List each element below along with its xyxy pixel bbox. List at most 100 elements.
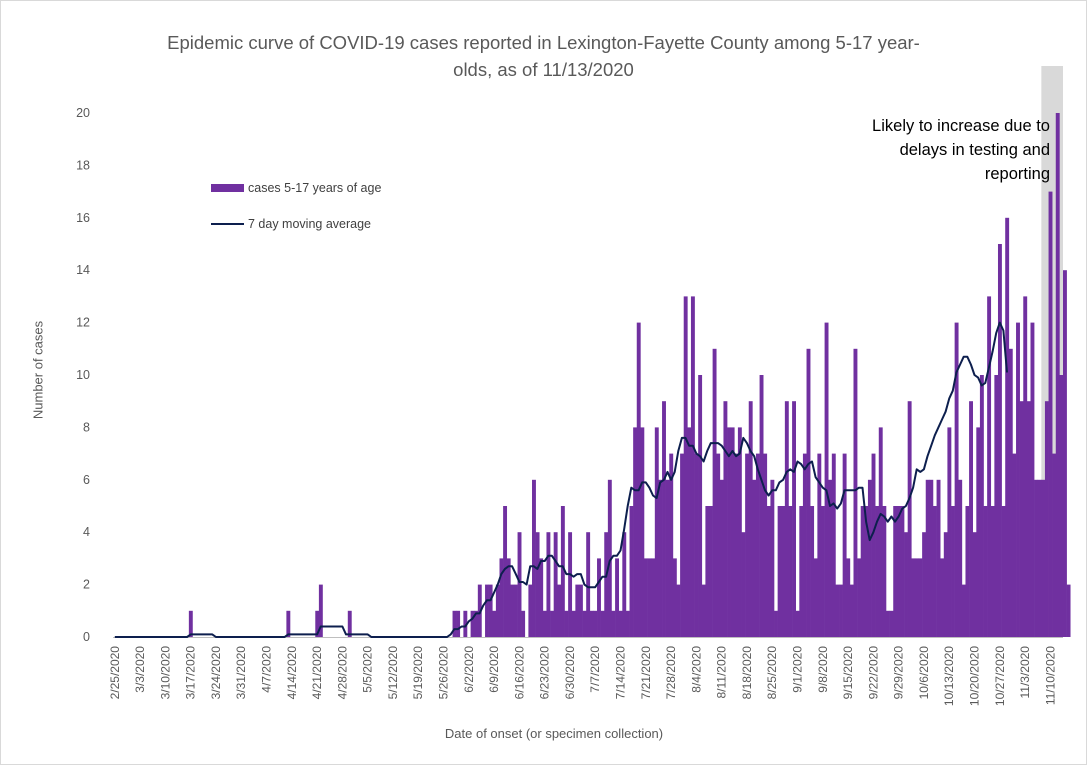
bar [582, 610, 587, 637]
bar [485, 584, 489, 637]
x-tick-label: 7/28/2020 [664, 646, 678, 700]
bar [1041, 479, 1046, 637]
x-tick-label: 10/20/2020 [968, 646, 982, 706]
bar [643, 558, 648, 637]
bar [745, 453, 750, 637]
x-tick-label: 6/16/2020 [512, 646, 526, 700]
bar [763, 453, 768, 637]
bar [792, 401, 796, 637]
bar [802, 453, 807, 637]
x-tick-label: 10/13/2020 [942, 646, 956, 706]
bar [853, 348, 858, 637]
bar [560, 506, 565, 637]
x-tick-label: 2/25/2020 [108, 646, 122, 700]
bar [1044, 401, 1049, 637]
bar [318, 584, 323, 637]
bar [1059, 375, 1064, 637]
bar [976, 427, 981, 637]
bar [456, 610, 461, 637]
bar [1055, 113, 1060, 637]
bar [604, 532, 609, 637]
bar [705, 506, 710, 637]
bar [951, 506, 955, 637]
bar [550, 610, 554, 637]
bar [940, 558, 945, 637]
bar [766, 506, 771, 637]
bar [813, 558, 818, 637]
x-tick-label: 9/8/2020 [816, 646, 830, 693]
bar [651, 558, 656, 637]
bar [907, 401, 912, 637]
bar [680, 453, 685, 637]
bar [503, 506, 508, 637]
bar [886, 610, 890, 637]
bar [575, 584, 580, 637]
bar [1023, 296, 1028, 637]
bar [755, 453, 760, 637]
bar [347, 610, 352, 637]
bar [777, 506, 782, 637]
y-tick-label: 18 [76, 158, 90, 172]
bar [499, 558, 504, 637]
bar [492, 610, 497, 637]
x-tick-label: 11/3/2020 [1018, 646, 1032, 699]
bar [828, 479, 833, 637]
x-tick-label: 5/19/2020 [411, 646, 425, 700]
bar [918, 558, 923, 637]
bar [994, 375, 999, 637]
bar [922, 532, 927, 637]
x-tick-label: 6/2/2020 [462, 646, 476, 693]
x-axis-label: Date of onset (or specimen collection) [444, 726, 664, 741]
bar [1034, 479, 1039, 637]
bar [878, 427, 883, 637]
bar [972, 532, 977, 637]
y-tick-label: 14 [76, 263, 90, 277]
chart-title-line-2: olds, as of 11/13/2020 [453, 59, 634, 80]
y-tick-label: 4 [83, 525, 90, 539]
bar [774, 610, 778, 637]
bar [810, 506, 815, 637]
bar [676, 584, 681, 637]
bar [893, 506, 898, 637]
bar [1030, 322, 1035, 637]
bar [636, 322, 641, 637]
bar [925, 479, 930, 637]
bar [1001, 506, 1006, 637]
bar [770, 479, 775, 637]
bar [947, 427, 952, 637]
bar [553, 532, 558, 637]
bar [1063, 270, 1067, 637]
bar [983, 506, 988, 637]
bar [1048, 191, 1053, 637]
bar [658, 479, 663, 637]
x-tick-label: 8/18/2020 [740, 646, 754, 700]
bar [864, 506, 869, 637]
x-tick-label: 6/23/2020 [538, 646, 552, 700]
bar [820, 506, 825, 637]
bar [716, 453, 721, 637]
delay-annotation: Likely to increase due to delays in test… [790, 114, 1050, 186]
x-tick-label: 8/11/2020 [715, 646, 729, 699]
x-tick-label: 10/27/2020 [993, 646, 1007, 706]
bar [600, 610, 605, 637]
bar [831, 453, 836, 637]
bar [286, 610, 291, 637]
bar [698, 375, 703, 637]
bar [712, 348, 717, 637]
bar [979, 375, 984, 637]
bar [557, 584, 562, 637]
moving-average-line [114, 321, 1008, 638]
bar [719, 479, 724, 637]
bar [701, 584, 706, 637]
y-tick-label: 8 [83, 420, 90, 434]
x-tick-label: 4/7/2020 [260, 646, 274, 693]
bar [781, 506, 786, 637]
bar [452, 610, 457, 637]
bar [463, 610, 468, 637]
x-tick-label: 6/30/2020 [563, 646, 577, 700]
bar [1037, 479, 1042, 637]
bar [842, 453, 847, 637]
bar [672, 558, 677, 637]
x-tick-label: 5/26/2020 [437, 646, 451, 700]
bar [532, 479, 536, 637]
